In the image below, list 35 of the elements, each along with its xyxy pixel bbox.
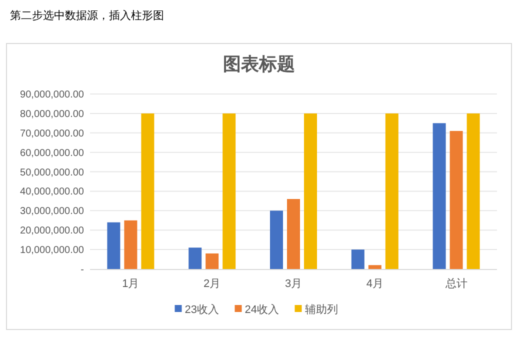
x-tick-label: 1月 (122, 278, 140, 290)
legend-label: 24收入 (244, 303, 279, 316)
bar (270, 210, 283, 269)
bar (368, 265, 382, 269)
bar (124, 220, 138, 269)
y-tick-label: 70,000,000.00 (20, 128, 84, 140)
bar (432, 123, 446, 269)
bar (141, 113, 154, 269)
bar (385, 113, 398, 269)
y-tick-label: 20,000,000.00 (20, 226, 84, 237)
y-tick-label: 40,000,000.00 (20, 186, 84, 198)
bar (351, 250, 364, 269)
bar (206, 253, 219, 269)
bar (107, 222, 120, 269)
x-tick-label: 2月 (204, 278, 221, 290)
bar (466, 113, 480, 269)
y-tick-label: 30,000,000.00 (20, 206, 84, 218)
y-tick-label: 60,000,000.00 (20, 148, 84, 159)
x-tick-label: 4月 (366, 278, 384, 290)
x-tick-label: 总计 (444, 277, 468, 290)
y-tick-label: 10,000,000.00 (20, 245, 84, 256)
bar (304, 113, 317, 269)
legend-label: 辅助列 (304, 303, 338, 316)
text: 第二步选中数据源，插入柱形图 (10, 9, 164, 22)
y-tick-label: 50,000,000.00 (20, 167, 84, 178)
y-tick-label: - (80, 264, 84, 276)
chart-title: 图表标题 (223, 54, 295, 74)
legend-label: 23收入 (184, 303, 219, 316)
y-tick-label: 90,000,000.00 (20, 90, 84, 100)
bar (222, 113, 236, 269)
bar (450, 130, 463, 269)
x-tick-label: 3月 (284, 278, 302, 290)
bar (287, 199, 300, 269)
y-tick-label: 80,000,000.00 (20, 108, 84, 120)
bar (188, 248, 202, 269)
